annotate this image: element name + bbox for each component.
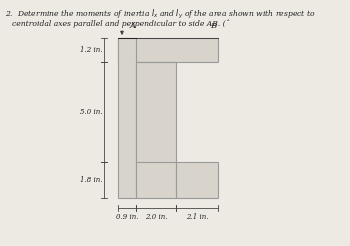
Text: 0.9 in.: 0.9 in. xyxy=(116,213,138,221)
Bar xyxy=(118,38,136,198)
Text: 1.8 in.: 1.8 in. xyxy=(79,176,102,184)
Text: 1.2 in.: 1.2 in. xyxy=(79,46,102,54)
Bar xyxy=(118,38,218,62)
Text: 5.0 in.: 5.0 in. xyxy=(79,108,102,116)
Text: centroidal axes parallel and perpendicular to side AB. (ˆ: centroidal axes parallel and perpendicul… xyxy=(12,20,230,29)
Text: 2.1 in.: 2.1 in. xyxy=(186,213,208,221)
Bar xyxy=(136,62,176,198)
Text: A: A xyxy=(130,22,136,30)
Text: 2.  Determine the moments of inertia $I_x$ and $I_y$ of the area shown with resp: 2. Determine the moments of inertia $I_x… xyxy=(5,8,316,21)
Text: 2.0 in.: 2.0 in. xyxy=(145,213,167,221)
Bar xyxy=(176,162,218,198)
Text: B: B xyxy=(210,22,216,30)
